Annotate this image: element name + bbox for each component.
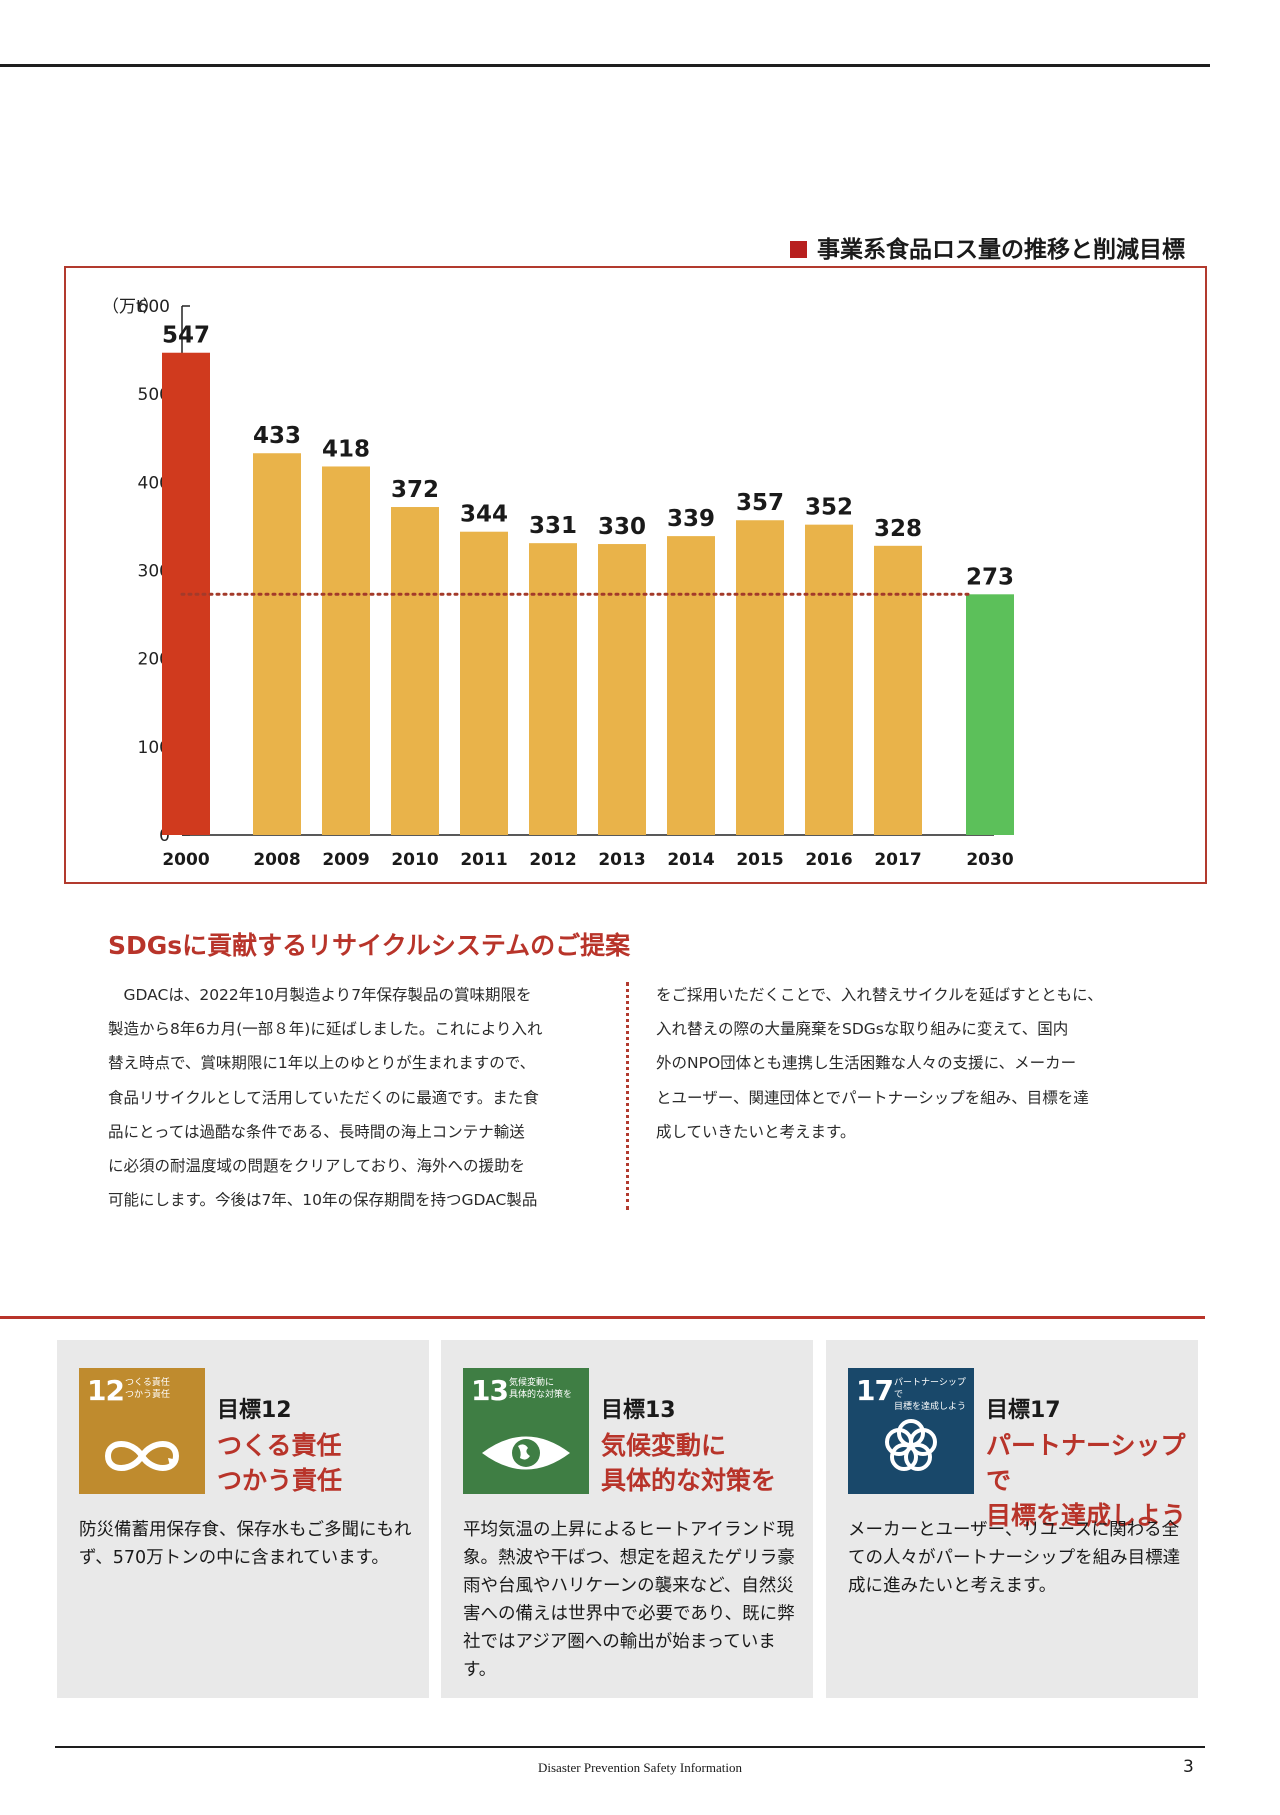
x-tick-label: 2030 xyxy=(966,850,1013,870)
goal-card-13: 13 気候変動に 具体的な対策を 目標13 気候変動に 具体的な対策を 平均気温… xyxy=(441,1340,813,1698)
x-tick-label: 2015 xyxy=(736,850,783,870)
x-tick-label: 2009 xyxy=(322,850,369,870)
sdg-badge-caption: つくる責任 つかう責任 xyxy=(125,1378,171,1400)
goal-description: 平均気温の上昇によるヒートアイランド現象。熱波や干ばつ、想定を超えたゲリラ豪雨や… xyxy=(463,1520,795,1680)
sdg-goal-12-badge: 12 つくる責任 つかう責任 xyxy=(79,1368,205,1494)
page-number: 3 xyxy=(1183,1757,1194,1777)
sdg-goal-17-badge: 17 パートナーシップで 目標を達成しよう xyxy=(848,1368,974,1494)
bar-value-label: 328 xyxy=(874,516,922,542)
bar xyxy=(391,507,439,835)
bar xyxy=(529,543,577,835)
body-column-right: をご採用いただくことで、入れ替えサイクルを延ばすとともに、 入れ替えの際の大量廃棄… xyxy=(656,978,1156,1149)
chart-frame: 0 100 200 300 400 500 600 （万t） 547 2000 433 2008 418… xyxy=(64,266,1207,884)
bar xyxy=(966,594,1014,835)
x-tick-label: 2000 xyxy=(162,850,209,870)
footer-publication-name: Disaster Prevention Safety Information xyxy=(538,1760,742,1775)
section-rule xyxy=(0,1316,1205,1319)
x-tick-label: 2010 xyxy=(391,850,438,870)
goal-card-12: 12 つくる責任 つかう責任 目標12 つくる責任 つかう責任 防災備蓄用保存食… xyxy=(57,1340,429,1698)
footer-rule xyxy=(55,1746,1205,1748)
bar-chart: 0 100 200 300 400 500 600（万t）547 2000 433 2008 418… xyxy=(102,297,1014,870)
sdg-badge-number: 17 xyxy=(856,1374,894,1407)
goal-description: メーカーとユーザー、リユースに関わる全ての人々がパートナーシップを組み目標達成に… xyxy=(848,1520,1181,1596)
x-tick-label: 2008 xyxy=(253,850,300,870)
sdg-badge-caption: 気候変動に 具体的な対策を xyxy=(509,1378,573,1400)
bar-value-label: 339 xyxy=(667,506,715,532)
column-divider xyxy=(626,982,629,1210)
x-tick-label: 2011 xyxy=(460,850,507,870)
body-text-line: 入れ替えの際の大量廃棄をSDGsな取り組みに変えて、国内 xyxy=(656,1020,1069,1039)
bar-value-label: 344 xyxy=(460,502,508,528)
y-tick-label: 0 xyxy=(159,826,170,846)
goal-label: 目標13 xyxy=(601,1398,676,1423)
y-tick-label: 100 xyxy=(138,738,170,758)
goal-label: 目標12 xyxy=(217,1398,292,1423)
goal-subtitle: つくる責任 つかう責任 xyxy=(217,1431,343,1495)
bar xyxy=(667,536,715,835)
body-text-line: 替え時点で、賞味期限に1年以上のゆとりが生まれますので、 xyxy=(108,1054,536,1073)
bar-value-label: 372 xyxy=(391,477,439,503)
chart-heading-text: 事業系食品ロス量の推移と削減目標 xyxy=(817,237,1185,263)
body-text-line: GDACは、2022年10月製造より7年保存製品の賞味期限を xyxy=(108,986,532,1004)
infinity-icon xyxy=(79,1436,205,1480)
bar xyxy=(322,466,370,835)
body-column-left: GDACは、2022年10月製造より7年保存製品の賞味期限を 製造から8年6カ月(… xyxy=(108,978,600,1217)
section-heading: SDGsに貢献するリサイクルシステムのご提案 xyxy=(108,931,631,960)
y-tick-label: 600 xyxy=(138,297,170,317)
body-text-line: をご採用いただくことで、入れ替えサイクルを延ばすとともに、 xyxy=(656,986,1103,1004)
bar-value-label: 433 xyxy=(253,423,301,449)
chart-heading: 事業系食品ロス量の推移と削減目標 xyxy=(790,230,1185,264)
y-tick-label: 400 xyxy=(138,473,170,493)
bar xyxy=(460,531,508,835)
bar xyxy=(874,545,922,835)
x-tick-label: 2014 xyxy=(667,850,714,870)
body-text-line: 食品リサイクルとして活用していただくのに最適です。また食 xyxy=(108,1088,539,1107)
bar-value-label: 352 xyxy=(805,495,853,521)
goal-subtitle: 気候変動に 具体的な対策を xyxy=(601,1431,777,1495)
body-text-line: に必須の耐温度域の問題をクリアしており、海外への援助を xyxy=(108,1157,525,1176)
goal-subtitle: パートナーシップで 目標を達成しよう xyxy=(986,1431,1187,1530)
body-text-line: とユーザー、関連団体とでパートナーシップを組み、目標を達 xyxy=(656,1088,1089,1107)
goal-label: 目標17 xyxy=(986,1398,1061,1423)
y-tick-label: 200 xyxy=(138,650,170,670)
body-text-line: 可能にします。今後は7年、10年の保存期間を持つGDAC製品 xyxy=(108,1191,538,1210)
heading-square-marker xyxy=(790,241,807,258)
goal-description: 防災備蓄用保存食、保存水もご多聞にもれず、570万トンの中に含まれています。 xyxy=(79,1520,412,1568)
sdg-badge-caption: パートナーシップで 目標を達成しよう xyxy=(894,1378,967,1412)
bar-value-label: 330 xyxy=(598,514,646,540)
flower-rings-icon xyxy=(848,1416,974,1480)
sdg-goal-13-badge: 13 気候変動に 具体的な対策を xyxy=(463,1368,589,1494)
body-text-line: 外のNPO団体とも連携し生活困難な人々の支援に、メーカー xyxy=(656,1054,1077,1073)
y-tick-label: 300 xyxy=(138,562,170,582)
x-tick-label: 2012 xyxy=(529,850,576,870)
bar-value-label: 357 xyxy=(736,490,784,516)
sdg-badge-number: 12 xyxy=(87,1374,125,1407)
x-tick-label: 2017 xyxy=(874,850,921,870)
bar xyxy=(805,524,853,835)
bar xyxy=(253,453,301,835)
bar-value-label: 418 xyxy=(322,436,370,462)
goal-card-17: 17 パートナーシップで 目標を達成しよう 目標17 パートナーシップで 目標を… xyxy=(826,1340,1198,1698)
x-tick-label: 2013 xyxy=(598,850,645,870)
bar-value-label: 547 xyxy=(162,323,210,349)
body-text-line: 成していきたいと考えます。 xyxy=(656,1122,856,1141)
x-tick-label: 2016 xyxy=(805,850,852,870)
sdg-badge-number: 13 xyxy=(471,1374,509,1407)
body-text-line: 製造から8年6カ月(一部８年)に延ばしました。これにより入れ xyxy=(108,1020,543,1039)
bar-value-label: 331 xyxy=(529,513,577,539)
bar xyxy=(736,520,784,835)
earth-eye-icon xyxy=(463,1430,589,1480)
bar-value-label: 273 xyxy=(966,564,1014,590)
y-tick-label: 500 xyxy=(138,385,170,405)
y-axis-unit: （万t） xyxy=(102,297,160,317)
body-text-line: 品にとっては過酷な条件である、長時間の海上コンテナ輸送 xyxy=(108,1122,525,1141)
top-rule xyxy=(0,64,1210,67)
bar xyxy=(598,544,646,835)
